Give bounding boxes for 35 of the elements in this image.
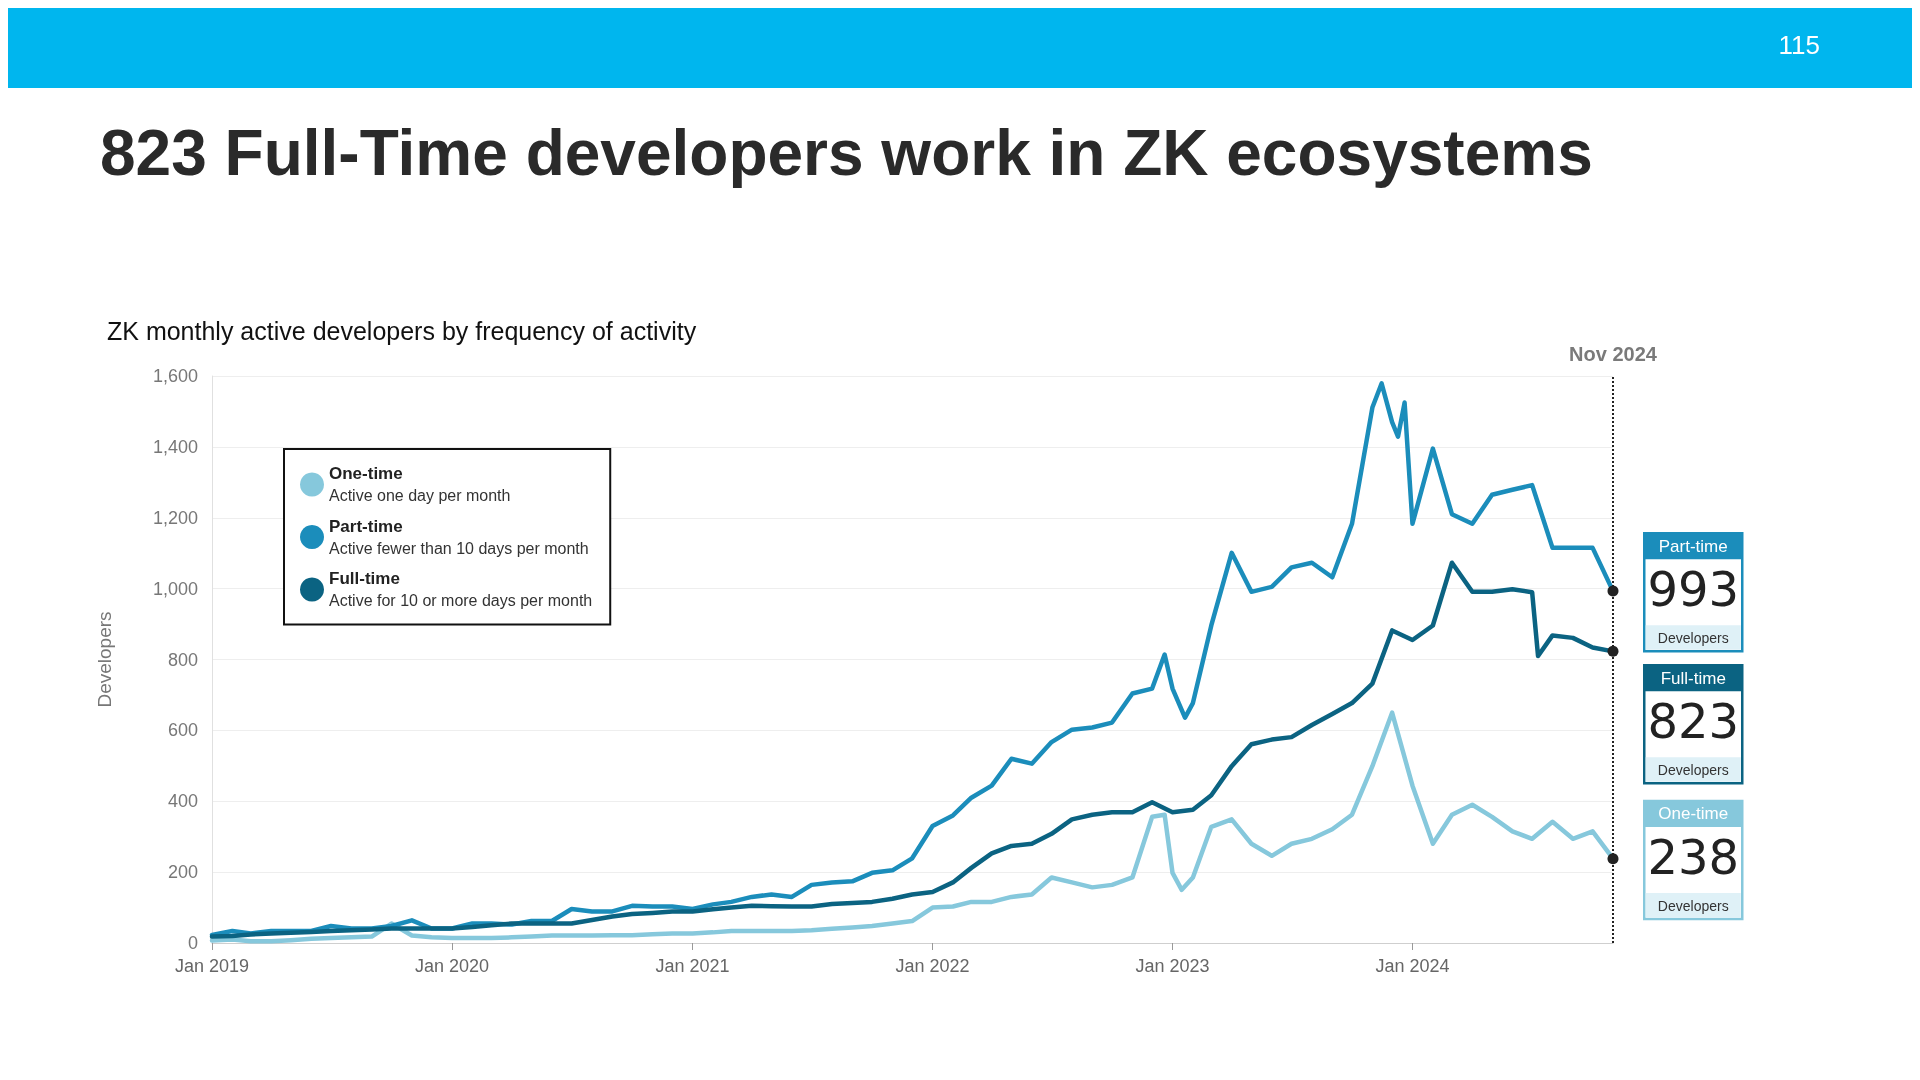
text: Developers xyxy=(94,611,115,708)
ref-line-label: Nov 2024 xyxy=(1569,343,1658,365)
y-tick-label: 200 xyxy=(167,862,198,883)
x-tick-label: Jan 2024 xyxy=(1375,956,1450,976)
y-tick-label: 1,000 xyxy=(152,578,198,599)
chart-subtitle: ZK monthly active developers by frequency of activity xyxy=(107,316,697,345)
y-tick-label: 0 xyxy=(187,933,198,953)
x-tick-label: Jan 2019 xyxy=(174,956,250,976)
text: Developers xyxy=(1657,897,1729,914)
text: Part-time xyxy=(1658,536,1728,556)
x-tick-label: Jan 2022 xyxy=(895,956,970,976)
x-tick-label: Jan 2021 xyxy=(655,956,730,976)
x-tick-label: Jan 2023 xyxy=(1135,956,1210,976)
annotation: Active fewer than 10 days per month xyxy=(329,539,589,557)
y-axis-title: Developers xyxy=(1657,630,1729,647)
text: One-time xyxy=(1658,804,1729,824)
data-label: 993 xyxy=(1647,561,1740,618)
legend-label: One-time xyxy=(329,464,403,483)
y-tick-label: 600 xyxy=(167,720,198,741)
chart-title: 823 Full-Time developers work in ZK ecosystems xyxy=(100,117,1593,189)
y-tick-label: 1,200 xyxy=(152,507,198,528)
text: Developers xyxy=(1657,762,1729,779)
text: Full-time xyxy=(1660,668,1726,688)
x-tick-label: Jan 2020 xyxy=(414,956,489,976)
legend-label: Full-time xyxy=(329,569,400,588)
annotation: Active one day per month xyxy=(329,487,511,504)
text: 115 xyxy=(1778,30,1820,61)
data-label: 823 xyxy=(1647,693,1740,750)
data-label: 238 xyxy=(1647,828,1740,885)
y-tick-label: 800 xyxy=(167,649,198,670)
y-tick-label: 1,400 xyxy=(152,436,198,457)
y-tick-label: 1,600 xyxy=(152,366,198,386)
legend-label: Part-time xyxy=(329,516,403,536)
y-tick-label: 400 xyxy=(167,791,198,812)
annotation: Active for 10 or more days per month xyxy=(329,592,593,609)
